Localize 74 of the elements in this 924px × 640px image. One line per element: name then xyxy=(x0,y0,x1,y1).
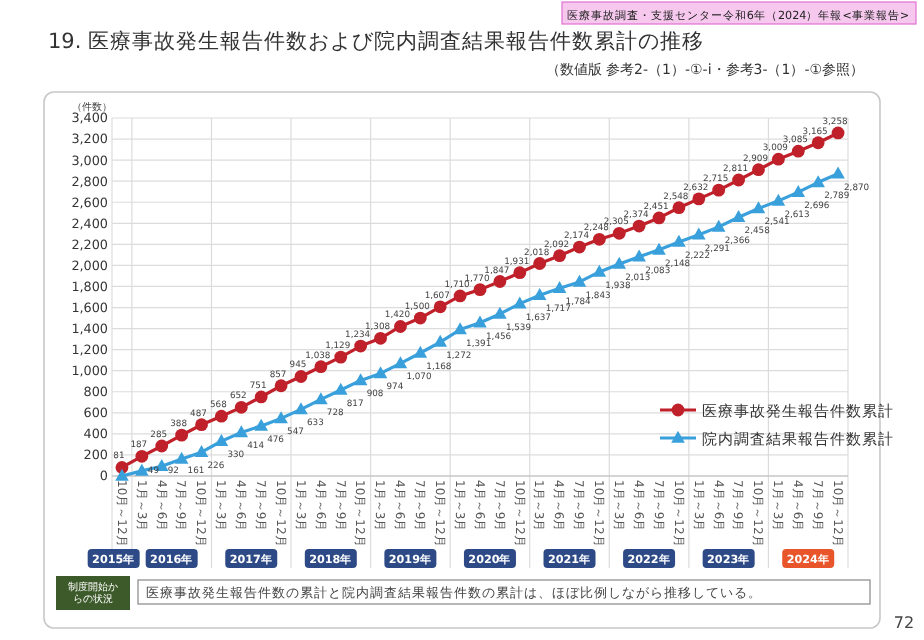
point xyxy=(473,283,487,297)
point xyxy=(254,418,268,431)
point xyxy=(552,280,567,293)
point xyxy=(234,425,249,438)
point xyxy=(732,173,745,187)
point xyxy=(652,211,666,225)
point xyxy=(592,232,606,246)
point xyxy=(215,409,228,423)
point xyxy=(771,152,785,166)
point xyxy=(672,234,686,247)
point xyxy=(771,193,786,206)
point xyxy=(333,382,348,395)
point xyxy=(632,249,646,262)
point xyxy=(294,370,308,383)
point xyxy=(274,411,288,424)
point xyxy=(175,428,189,442)
point xyxy=(493,306,507,319)
point xyxy=(433,334,448,347)
point xyxy=(752,163,765,177)
point xyxy=(353,373,368,386)
point xyxy=(115,468,129,481)
point xyxy=(811,136,825,150)
point xyxy=(453,289,467,303)
point xyxy=(553,249,566,263)
point xyxy=(155,439,169,453)
point xyxy=(195,418,208,432)
point xyxy=(334,350,348,364)
point xyxy=(413,311,427,325)
text: 72 xyxy=(893,614,915,632)
point xyxy=(791,144,805,158)
point xyxy=(512,296,527,309)
point xyxy=(632,219,646,233)
point xyxy=(413,345,428,358)
point xyxy=(791,184,806,197)
point xyxy=(254,390,268,404)
point xyxy=(612,256,627,269)
point xyxy=(592,264,607,277)
point xyxy=(174,451,189,464)
point xyxy=(194,445,209,457)
point xyxy=(731,209,746,222)
point xyxy=(831,126,845,140)
point xyxy=(473,315,487,328)
point xyxy=(294,402,308,415)
point xyxy=(373,366,388,379)
point xyxy=(214,434,229,447)
point xyxy=(811,175,825,188)
point xyxy=(433,300,447,314)
point xyxy=(711,219,726,232)
point xyxy=(234,400,248,414)
point xyxy=(692,192,706,206)
point xyxy=(314,392,328,405)
point xyxy=(314,360,328,374)
point xyxy=(394,320,407,333)
point xyxy=(612,226,626,240)
point xyxy=(453,322,467,335)
point xyxy=(712,183,726,197)
point xyxy=(493,275,507,288)
point xyxy=(692,227,706,240)
point xyxy=(135,449,149,463)
point xyxy=(354,339,368,353)
chart-title: 19. 医療事故発生報告件数および院内調査結果報告件数累計の推移 xyxy=(48,28,705,54)
point xyxy=(393,356,408,369)
point xyxy=(672,201,686,215)
point xyxy=(532,288,547,301)
point xyxy=(533,257,547,270)
point xyxy=(573,240,586,254)
point xyxy=(831,166,845,179)
point xyxy=(135,463,149,476)
point xyxy=(274,379,288,393)
point xyxy=(572,274,587,287)
point xyxy=(652,242,666,255)
point xyxy=(751,201,766,214)
point xyxy=(513,266,527,280)
point xyxy=(374,331,387,345)
